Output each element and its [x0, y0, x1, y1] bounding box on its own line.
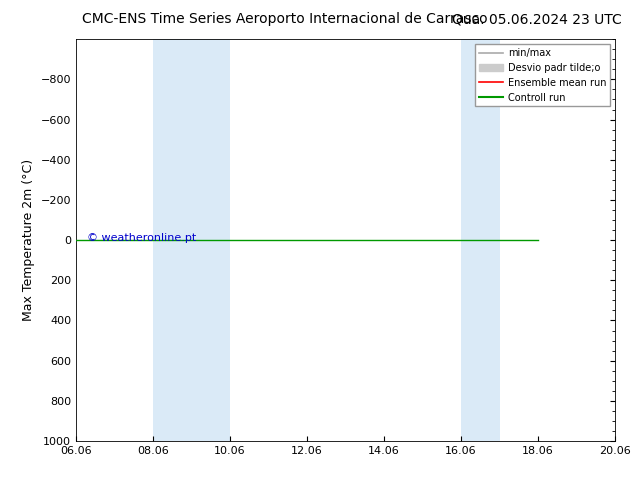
Y-axis label: Max Temperature 2m (°C): Max Temperature 2m (°C): [22, 159, 35, 321]
Bar: [461, 39, 500, 441]
Text: Qua. 05.06.2024 23 UTC: Qua. 05.06.2024 23 UTC: [451, 12, 621, 26]
Text: © weatheronline.pt: © weatheronline.pt: [87, 233, 196, 243]
Bar: [153, 39, 230, 441]
Text: CMC-ENS Time Series Aeroporto Internacional de Carrasco: CMC-ENS Time Series Aeroporto Internacio…: [82, 12, 488, 26]
Legend: min/max, Desvio padr tilde;o, Ensemble mean run, Controll run: min/max, Desvio padr tilde;o, Ensemble m…: [475, 44, 610, 106]
